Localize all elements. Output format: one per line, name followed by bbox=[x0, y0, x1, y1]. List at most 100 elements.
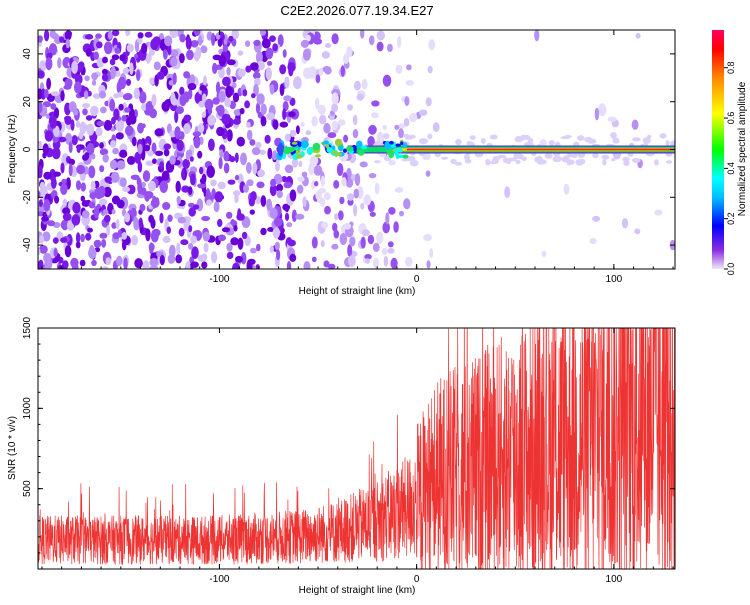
spectrogram-cell bbox=[281, 176, 288, 183]
spectrogram-cell bbox=[144, 191, 151, 202]
spectrogram-cell bbox=[385, 212, 390, 225]
spectrogram-cell bbox=[91, 259, 97, 267]
spectrogram-cell bbox=[185, 261, 191, 269]
spectrogram-cell bbox=[376, 231, 384, 245]
spectrogram-cell bbox=[234, 152, 239, 163]
spectrogram-cell bbox=[90, 105, 99, 117]
spectrogram-cell bbox=[313, 165, 323, 176]
spectrogram-cell bbox=[232, 190, 241, 196]
spectrogram-cell bbox=[90, 180, 96, 191]
spectrogram-cell bbox=[210, 179, 217, 187]
spectrogram-cell bbox=[397, 36, 402, 48]
spectrogram-cell bbox=[129, 62, 134, 75]
spectrogram-cell bbox=[342, 223, 352, 230]
spectrogram-cell bbox=[283, 95, 292, 102]
spectrogram-cell bbox=[110, 140, 117, 148]
spectrogram-cell bbox=[368, 35, 375, 46]
spectrogram-cell bbox=[91, 153, 96, 160]
spectrogram-cell bbox=[353, 204, 358, 217]
spectrogram-cell bbox=[601, 154, 610, 160]
spectrogram-cell bbox=[464, 153, 470, 161]
spectrogram-cell bbox=[315, 190, 322, 201]
spectrogram-cell bbox=[137, 181, 143, 195]
spectrogram-cell bbox=[266, 112, 275, 121]
spectrogram-cell bbox=[216, 104, 225, 117]
signal-blob bbox=[312, 142, 321, 151]
spectrogram-cell bbox=[409, 134, 416, 139]
spectrogram-cell bbox=[352, 129, 359, 139]
spectrogram-cell bbox=[195, 46, 202, 60]
spectrogram-cell bbox=[166, 164, 174, 171]
spectrogram-cell bbox=[137, 143, 143, 155]
spectrogram-cell bbox=[38, 70, 45, 79]
spectrogram-cell bbox=[524, 134, 530, 139]
spectrogram-cell bbox=[230, 237, 239, 246]
spectrogram-cell bbox=[172, 72, 177, 85]
spectrogram-cell bbox=[95, 33, 102, 39]
spectrogram-cell bbox=[631, 157, 641, 163]
spectrogram-cell bbox=[273, 217, 283, 227]
spectrogram-cell bbox=[134, 258, 143, 269]
spectrogram-cell bbox=[388, 160, 396, 166]
spectrogram-cell bbox=[111, 195, 121, 205]
spectrogram-cell bbox=[279, 64, 287, 75]
spectrogram-cell bbox=[409, 112, 418, 123]
spectrogram-cell bbox=[131, 136, 137, 147]
spectrogram-cell bbox=[137, 32, 144, 39]
spectrogram-cell bbox=[199, 166, 204, 175]
spectrogram-cell bbox=[71, 60, 78, 74]
spectrogram-cell bbox=[302, 48, 311, 61]
spectrogram-cell bbox=[193, 136, 201, 149]
spectrogram-cell bbox=[175, 106, 184, 115]
spectrogram-cell bbox=[256, 93, 265, 105]
spectrogram-cell bbox=[217, 37, 223, 47]
spectrogram-cell bbox=[368, 124, 377, 135]
spectrogram-cell bbox=[170, 56, 178, 67]
spectrogram-cell bbox=[134, 151, 142, 164]
signal-blob bbox=[292, 153, 299, 161]
spectrogram-cell bbox=[159, 254, 165, 266]
spectrogram-cell bbox=[92, 141, 100, 148]
spectrogram-cell bbox=[659, 133, 667, 139]
spectrogram-cell bbox=[259, 149, 266, 155]
spectrogram-cell bbox=[226, 242, 233, 252]
spectrogram-cell bbox=[333, 229, 340, 239]
spectrogram-cell bbox=[115, 219, 120, 230]
signal-blob bbox=[301, 140, 309, 149]
spectrogram-cell bbox=[485, 158, 491, 166]
snr-xlabel: Height of straight line (km) bbox=[299, 585, 416, 596]
spectrogram-cell bbox=[360, 202, 365, 210]
spectrogram-cell bbox=[249, 139, 256, 146]
spectrogram-cell bbox=[401, 158, 408, 162]
spectrogram-cell bbox=[233, 225, 238, 232]
spectrogram-cell bbox=[622, 156, 630, 162]
spectrogram-ticks: -100 0 100 -40 -20 0 20 40 bbox=[22, 30, 675, 285]
spectrogram-cell bbox=[64, 115, 72, 125]
spectrogram-cell bbox=[170, 92, 176, 105]
spectrogram-cell bbox=[75, 241, 81, 249]
spectrogram-cell bbox=[102, 266, 109, 269]
spectrogram-cell bbox=[116, 255, 123, 267]
spectrogram-cell bbox=[474, 152, 484, 158]
spectrogram-cell bbox=[76, 164, 86, 175]
spectrogram-cell bbox=[201, 261, 208, 269]
spectrogram-cell bbox=[376, 131, 385, 144]
spectrogram-cell bbox=[139, 91, 147, 104]
spectrogram-cell bbox=[102, 56, 108, 64]
spectrogram-cell bbox=[318, 67, 324, 77]
spectrogram-cell bbox=[201, 173, 207, 184]
spectrogram-cell bbox=[144, 31, 153, 38]
spectrogram-cell bbox=[86, 142, 95, 156]
spectrogram-cell bbox=[39, 245, 48, 254]
spectrogram-cell bbox=[367, 234, 375, 245]
spectrogram-cell bbox=[365, 258, 370, 264]
spectrogram-cell bbox=[602, 159, 607, 166]
spectrogram-cell bbox=[253, 39, 261, 47]
spectrogram-cell bbox=[113, 93, 120, 99]
spectrogram-cell bbox=[148, 180, 156, 192]
spectrogram-cell bbox=[567, 159, 575, 165]
spectrogram-cell bbox=[235, 255, 243, 263]
spectrogram-cell bbox=[102, 209, 109, 215]
spectrogram-cell bbox=[216, 126, 225, 137]
spectrogram-cell bbox=[164, 35, 173, 47]
